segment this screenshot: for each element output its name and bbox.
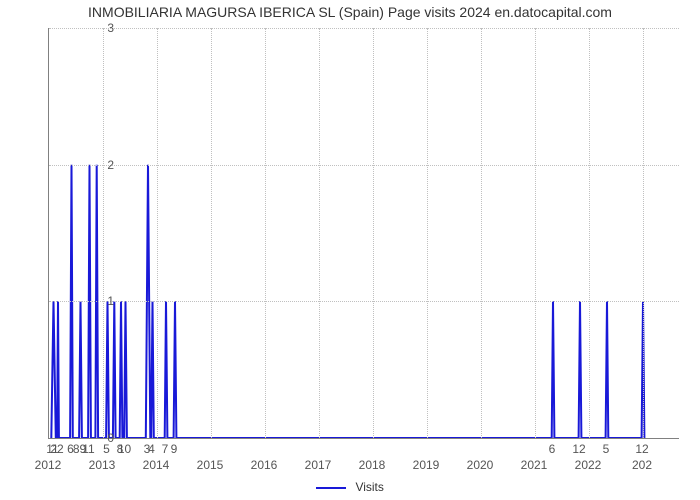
x-minor-label: 4 xyxy=(148,442,155,456)
x-year-label: 2017 xyxy=(305,458,332,472)
plot-area xyxy=(48,28,679,439)
grid-h xyxy=(49,301,679,302)
grid-v xyxy=(427,28,428,438)
x-minor-label: 5 xyxy=(603,442,610,456)
x-minor-label: 12 xyxy=(572,442,585,456)
grid-v xyxy=(535,28,536,438)
x-year-label: 2014 xyxy=(143,458,170,472)
series-svg xyxy=(49,28,679,438)
grid-h xyxy=(49,165,679,166)
grid-h xyxy=(49,28,679,29)
x-year-label: 2012 xyxy=(35,458,62,472)
x-minor-label: 10 xyxy=(118,442,131,456)
y-tick-label: 2 xyxy=(54,158,114,172)
x-minor-label: 7 xyxy=(162,442,169,456)
x-minor-label: 22 xyxy=(50,442,63,456)
chart-container: INMOBILIARIA MAGURSA IBERICA SL (Spain) … xyxy=(0,0,700,500)
legend: Visits xyxy=(0,480,700,494)
x-year-label: 2015 xyxy=(197,458,224,472)
grid-v xyxy=(643,28,644,438)
x-year-label: 2019 xyxy=(413,458,440,472)
legend-swatch xyxy=(316,487,346,489)
grid-v xyxy=(103,28,104,438)
x-minor-label: 6 xyxy=(549,442,556,456)
x-year-label: 2020 xyxy=(467,458,494,472)
legend-label: Visits xyxy=(355,480,383,494)
x-minor-label: 12 xyxy=(635,442,648,456)
x-minor-label: 5 xyxy=(103,442,110,456)
y-tick-label: 3 xyxy=(54,21,114,35)
x-year-label: 2013 xyxy=(89,458,116,472)
chart-title: INMOBILIARIA MAGURSA IBERICA SL (Spain) … xyxy=(0,4,700,20)
grid-v xyxy=(481,28,482,438)
x-year-label: 2022 xyxy=(575,458,602,472)
x-year-label: 2016 xyxy=(251,458,278,472)
grid-v xyxy=(157,28,158,438)
grid-v xyxy=(319,28,320,438)
x-year-label: 2018 xyxy=(359,458,386,472)
x-year-label: 202 xyxy=(632,458,652,472)
x-minor-label: 9 xyxy=(171,442,178,456)
x-year-label: 2021 xyxy=(521,458,548,472)
grid-v xyxy=(211,28,212,438)
grid-v xyxy=(589,28,590,438)
x-minor-label: 11 xyxy=(82,442,94,456)
grid-v xyxy=(265,28,266,438)
y-tick-label: 1 xyxy=(54,294,114,308)
grid-v xyxy=(373,28,374,438)
